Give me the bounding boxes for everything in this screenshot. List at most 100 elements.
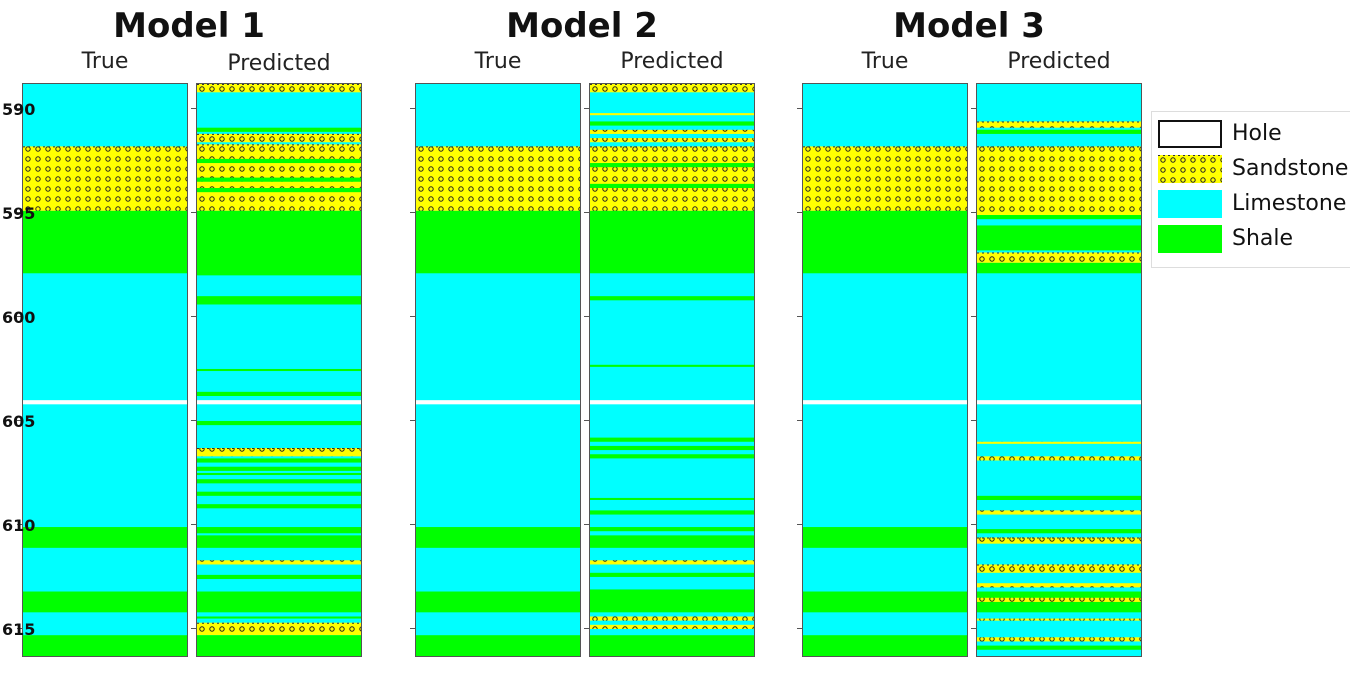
interval-hole [23,400,187,405]
interval-shale [590,296,754,301]
depth-tick-label: 600 [2,307,36,327]
interval-sandstone [590,146,754,211]
interval-shale [197,466,361,471]
lithology-track [802,83,968,657]
interval-shale [23,591,187,613]
depth-tick [17,523,22,525]
interval-shale [803,210,967,274]
depth-tick [584,627,589,629]
interval-shale [977,495,1141,500]
depth-tick [191,419,196,421]
interval-shale [197,368,361,372]
depth-tick [17,107,22,109]
depth-tick [797,523,802,525]
interval-shale [197,616,361,619]
depth-tick [797,107,802,109]
interval-shale [590,527,754,532]
column-label: True [81,49,129,74]
interval-sandstone [977,597,1141,602]
interval-shale [590,510,754,515]
interval-shale [590,635,754,656]
depth-tick [971,627,976,629]
depth-tick [191,315,196,317]
interval-sandstone [197,84,361,93]
interval-shale [197,472,361,476]
legend-label: Shale [1232,226,1294,251]
interval-hole [977,400,1141,405]
interval-sandstone [590,616,754,621]
lithology-track [976,83,1142,657]
interval-sandstone [977,252,1141,263]
depth-tick [797,315,802,317]
depth-tick [191,627,196,629]
interval-sandstone [197,448,361,457]
lithology-track [589,83,755,657]
interval-shale [23,635,187,656]
interval-sandstone [590,113,754,116]
interval-shale [197,504,361,509]
interval-hole [803,400,967,405]
depth-tick [971,211,976,213]
interval-sandstone [977,456,1141,461]
interval-shale [590,437,754,442]
interval-shale [590,183,754,188]
interval-shale [197,420,361,426]
interval-shale [977,225,1141,251]
legend-label: Sandstone [1232,156,1349,181]
interval-shale [416,210,580,274]
interval-shale [416,527,580,548]
interval-shale [416,635,580,656]
interval-sandstone [803,146,967,211]
interval-shale [590,535,754,548]
legend-swatch [1158,190,1222,218]
legend-swatch [1158,225,1222,253]
interval-shale [977,129,1141,134]
interval-sandstone [590,129,754,134]
interval-sandstone [590,624,754,629]
interval-shale [803,527,967,548]
interval-shale [197,591,361,613]
depth-tick [191,211,196,213]
interval-shale [977,645,1141,650]
interval-sandstone [197,622,361,636]
depth-tick [584,211,589,213]
depth-tick [17,627,22,629]
depth-tick [410,627,415,629]
interval-sandstone [197,560,361,565]
depth-tick-label: 595 [2,203,36,223]
interval-shale [197,188,361,193]
depth-tick [797,419,802,421]
depth-tick [410,523,415,525]
depth-tick-label: 610 [2,515,36,535]
legend-label: Hole [1232,121,1282,146]
interval-shale [197,296,361,305]
interval-sandstone [590,138,754,143]
interval-shale [803,591,967,613]
legend-label: Limestone [1232,191,1347,216]
lithology-track [415,83,581,657]
interval-shale [197,177,361,182]
interval-sandstone [977,510,1141,515]
interval-shale [590,572,754,577]
interval-shale [977,591,1141,613]
column-label: Predicted [620,49,724,74]
depth-tick [17,315,22,317]
column-label: Predicted [227,51,331,76]
depth-tick [410,211,415,213]
interval-shale [977,215,1141,220]
depth-tick-label: 615 [2,619,36,639]
interval-shale [590,163,754,168]
interval-shale [977,262,1141,274]
interval-shale [197,635,361,656]
interval-shale [197,574,361,580]
interval-shale [23,527,187,548]
depth-tick [17,211,22,213]
legend-swatch [1158,120,1222,148]
depth-tick [584,419,589,421]
interval-shale [590,445,754,451]
interval-sandstone [977,583,1141,588]
depth-tick [971,315,976,317]
depth-tick [584,107,589,109]
depth-tick [410,107,415,109]
interval-sandstone [977,121,1141,128]
